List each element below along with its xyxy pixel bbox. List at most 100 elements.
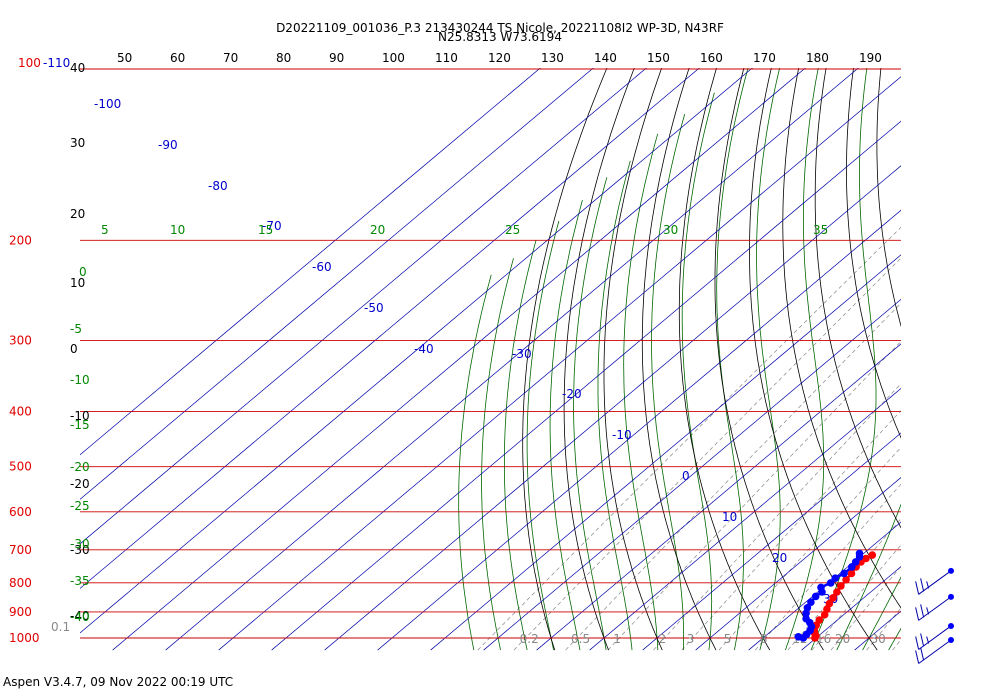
moist-adiabat-line [836,503,901,651]
moist-adiabat-line [681,92,715,651]
dry-adiabat-label-top: 130 [541,51,564,65]
wind-barb-staff [918,639,952,664]
isotherm-line [80,68,700,589]
moist-adiabat-line [862,576,901,651]
wind-barb-flag [920,604,925,618]
dry-adiabat-label-top: 180 [806,51,829,65]
isotherm-line [80,68,594,500]
moist-adiabat-label-top: 5 [101,223,109,237]
moist-adiabat-label-left: -40 [70,610,90,624]
dry-adiabat-line [876,68,901,328]
pressure-label: 500 [9,460,32,474]
dewpoint-profile-point [855,549,864,558]
sounding-profiles [793,549,877,642]
mixing-ratio-label: 0.2 [520,632,539,646]
wind-barb-flag [920,633,925,647]
dry-adiabat-label-top: 70 [223,51,238,65]
isotherm-line [642,432,901,651]
wind-barb-flag [915,636,920,650]
dry-adiabat-line [641,68,717,651]
moist-adiabat-line [623,133,659,651]
moist-adiabat-line [785,68,825,651]
mixing-ratio-line [866,607,901,651]
mixing-ratio-line [811,544,901,651]
mixing-ratio-line [653,383,901,651]
isotherm-label: 10 [722,510,737,524]
dry-adiabat-line [749,68,878,651]
isotherm-line [324,165,901,651]
dry-adiabat-label-left: -20 [70,477,90,491]
isotherm-label: -90 [158,138,178,152]
dry-adiabat-label-top: 90 [329,51,344,65]
isotherm-line [165,68,859,651]
mixing-ratio-line [718,446,901,651]
moist-adiabat-line [526,220,560,651]
isotherm-line [854,610,901,651]
wind-barb-dot [948,593,954,600]
mixing-ratio-label: 0.1 [51,620,70,634]
dewpoint-profile-point [807,598,815,606]
temperature-profile-point [862,554,870,563]
dewpoint-profile-point [826,579,835,587]
mixing-ratio-line [565,302,901,651]
isotherm-label: -70 [262,219,282,233]
dewpoint-profile-point [802,614,810,623]
wind-barb-flag [915,581,920,595]
temperature-profile-point [868,551,877,559]
dry-adiabats [522,56,1000,651]
wind-barb-flag [915,650,920,664]
mixing-ratio-line [830,565,901,651]
dry-adiabat-line [814,68,901,529]
mixing-ratio-line [607,340,901,651]
moist-adiabat-label-left: -25 [70,499,90,513]
moist-adiabat-line [941,56,1000,650]
temperature-profile-point [847,569,856,578]
wind-barb-half [926,581,930,589]
chart-title: D20221109_001036_P.3 213430244 TS Nicole… [276,21,724,35]
mixing-ratio-label: 1 [613,632,621,646]
pressure-label: 200 [9,233,32,247]
moist-adiabat-line [888,627,901,651]
dry-adiabat-label-top: 160 [700,51,723,65]
dry-adiabat-label-top: 50 [117,51,132,65]
temperature-profile-point [837,582,845,590]
dry-adiabat-label-top: 170 [753,51,776,65]
dry-adiabat-line [906,56,1000,650]
dry-adiabat-label-left: -40 [70,609,90,623]
moist-adiabat-label-left: -5 [70,322,82,336]
isotherm-label: -10 [612,428,632,442]
mixing-ratio-label: 16 [816,632,831,646]
temperature-profile-point [815,616,824,624]
isotherm-line [695,477,901,651]
mixing-ratio-label: 20 [835,632,850,646]
moist-adiabat-line [756,68,781,651]
isotherm-line [80,68,753,634]
moist-adiabat-label-top: 15 [258,223,273,237]
mixing-ratio-line [477,226,901,651]
pressure-label: 600 [9,505,32,519]
isotherm-label: 0 [682,469,690,483]
dry-adiabat-line [603,68,663,651]
mixing-ratio-label: 3 [687,632,695,646]
pressure-label-top: 100 [18,56,41,70]
isotherm-line [218,76,901,651]
dry-adiabat-label-left: -30 [70,543,90,557]
footer-version: Aspen V3.4.7, 09 Nov 2022 00:19 UTC [3,675,234,689]
wind-barb-half [926,607,930,615]
mixing-ratio-label: 8 [760,632,768,646]
isotherm-line [80,68,647,545]
isotherm-line [536,343,901,651]
mixing-ratio-line [755,483,901,651]
wind-barb-staff [918,625,952,650]
isotherm-label: -40 [414,342,434,356]
moist-adiabat-label-top: 20 [370,223,385,237]
dewpoint-profile-point [803,604,812,612]
isotherm-label: -60 [312,260,332,274]
isotherm-label: -50 [364,301,384,315]
mixing-ratio-line [787,518,901,651]
dewpoint-profile-point [840,569,848,578]
moist-adiabat-label-top: 30 [663,223,678,237]
moist-adiabat-line [458,274,492,651]
temperature-profile-point [842,575,850,584]
